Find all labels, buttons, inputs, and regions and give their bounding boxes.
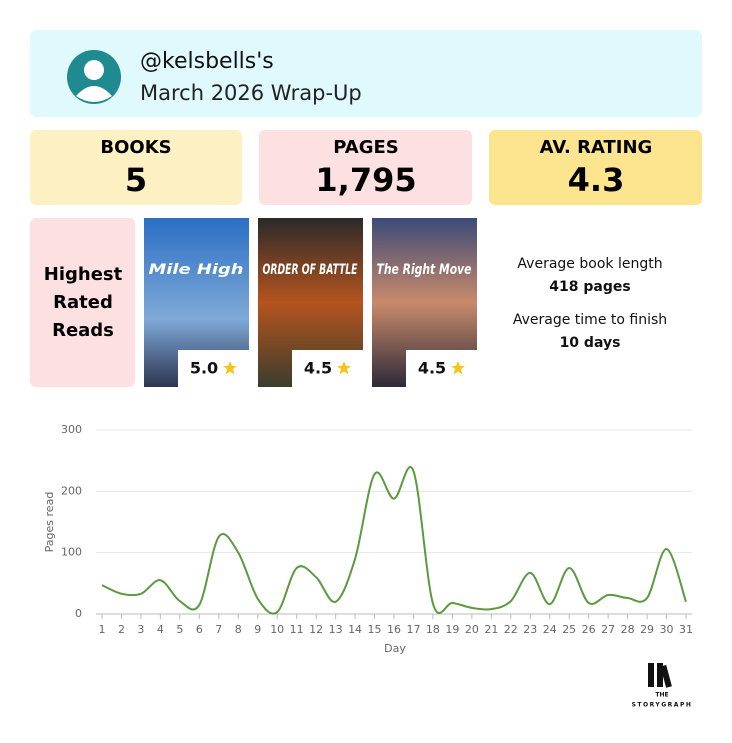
- x-tick-label: 15: [368, 623, 382, 636]
- avg-value: 418 pages: [549, 279, 630, 295]
- cover-title: Mile High: [149, 262, 244, 278]
- x-axis-label: Day: [384, 642, 406, 655]
- x-tick-label: 31: [679, 623, 693, 636]
- stat-label: BOOKS: [100, 137, 171, 158]
- avg-label: Average time to finish: [513, 312, 667, 328]
- logo-bar: [648, 663, 654, 687]
- x-tick-label: 26: [582, 623, 596, 636]
- x-tick-label: 5: [176, 623, 183, 636]
- avatar-body: [76, 86, 112, 102]
- y-axis-label: Pages read: [43, 492, 56, 553]
- data-line: [101, 466, 687, 615]
- logo-bar: [660, 664, 672, 688]
- y-tick-label: 200: [61, 484, 82, 497]
- x-tick-label: 13: [329, 623, 343, 636]
- cover-title: The Right Move: [377, 262, 472, 278]
- stat-value: 5: [125, 161, 147, 199]
- x-tick-label: 22: [504, 623, 518, 636]
- x-tick-label: 16: [387, 623, 401, 636]
- avatar-head: [84, 60, 104, 80]
- logo-bar: [657, 663, 663, 687]
- y-tick-label: 300: [61, 423, 82, 436]
- stat-label: AV. RATING: [540, 137, 653, 158]
- x-tick-label: 11: [290, 623, 304, 636]
- stat-value: 4.3: [568, 161, 625, 199]
- x-tick-label: 25: [562, 623, 576, 636]
- avg-label: Average book length: [517, 256, 662, 272]
- x-tick-label: 7: [215, 623, 222, 636]
- x-tick-label: 4: [157, 623, 164, 636]
- x-tick-label: 27: [601, 623, 615, 636]
- stat-label: PAGES: [333, 137, 399, 158]
- rating: 4.5: [304, 359, 332, 378]
- rating: 5.0: [190, 359, 218, 378]
- x-tick-label: 24: [543, 623, 557, 636]
- x-tick-label: 29: [640, 623, 654, 636]
- y-tick-label: 0: [75, 607, 82, 620]
- section-title: Highest: [44, 264, 123, 285]
- highest-rated-box: [30, 218, 135, 387]
- section-title: Rated: [53, 292, 113, 313]
- x-tick-label: 10: [270, 623, 284, 636]
- stat-box: [259, 130, 472, 205]
- x-tick-label: 14: [348, 623, 362, 636]
- logo-text: THE: [655, 692, 668, 699]
- x-tick-label: 3: [137, 623, 144, 636]
- x-tick-label: 17: [406, 623, 420, 636]
- section-title: Reads: [52, 320, 114, 341]
- username: @kelsbells's: [140, 49, 274, 74]
- x-tick-label: 8: [235, 623, 242, 636]
- x-tick-label: 23: [523, 623, 537, 636]
- x-tick-label: 6: [196, 623, 203, 636]
- rating-badge: [292, 350, 363, 387]
- rating: 4.5: [418, 359, 446, 378]
- star-icon: [451, 361, 465, 375]
- x-tick-label: 1: [99, 623, 106, 636]
- stat-box: [489, 130, 702, 205]
- rating-badge: [406, 350, 477, 387]
- y-tick-label: 100: [61, 546, 82, 559]
- avg-value: 10 days: [560, 335, 621, 351]
- subtitle: March 2026 Wrap-Up: [140, 81, 362, 105]
- logo: THE STORYGRAPH: [632, 663, 693, 709]
- x-tick-label: 19: [445, 623, 459, 636]
- x-tick-label: 30: [660, 623, 674, 636]
- logo-text: STORYGRAPH: [632, 702, 693, 709]
- stat-box: [30, 130, 242, 205]
- x-tick-label: 12: [309, 623, 323, 636]
- star-icon: [223, 361, 237, 375]
- x-tick-label: 21: [484, 623, 498, 636]
- star-icon: [337, 361, 351, 375]
- rating-badge: [178, 350, 249, 387]
- stat-value: 1,795: [315, 161, 416, 199]
- header-box: [30, 30, 702, 117]
- x-tick-label: 28: [621, 623, 635, 636]
- cover-title: ORDER OF BATTLE: [263, 262, 358, 278]
- x-tick-label: 9: [254, 623, 261, 636]
- x-tick-label: 18: [426, 623, 440, 636]
- x-tick-label: 20: [465, 623, 479, 636]
- x-tick-label: 2: [118, 623, 125, 636]
